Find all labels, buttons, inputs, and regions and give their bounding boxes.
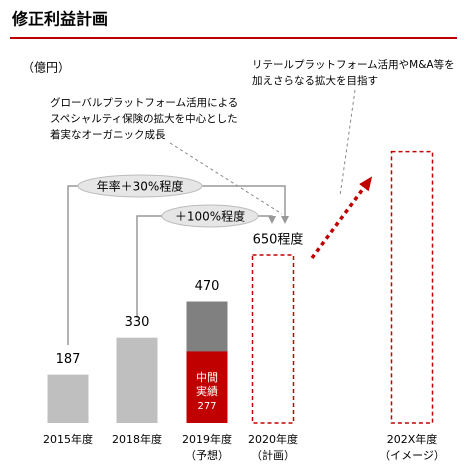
x-tick-label: 2018年度 — [112, 432, 162, 446]
growth-badge — [161, 204, 259, 228]
growth-label: ＋100%程度 — [175, 209, 245, 224]
callout-leader — [169, 142, 283, 215]
value-label: 330 — [125, 315, 150, 330]
x-tick-label: 2020年度 — [248, 432, 298, 446]
chart-title: 修正利益計画 — [11, 10, 108, 29]
interim-label: 実績 — [196, 384, 218, 398]
callout-text: グローバルプラットフォーム活用による — [50, 96, 238, 109]
x-tick-label: 2015年度 — [43, 432, 93, 446]
plan-bar — [251, 254, 295, 424]
actual-bar — [116, 337, 158, 423]
value-label: 470 — [195, 279, 220, 294]
x-tick-label: 2019年度 — [182, 432, 232, 446]
interim-label: 中間 — [196, 371, 218, 384]
unit-label: （億円） — [22, 61, 70, 75]
interim-bar — [186, 351, 228, 423]
plan-bar — [390, 150, 434, 424]
x-tick-label: 202X年度 — [387, 432, 438, 446]
x-tick-note: （イメージ） — [379, 449, 445, 462]
value-label: 187 — [56, 352, 81, 367]
callout-text: 着実なオーガニック成長 — [50, 128, 166, 141]
x-tick-note: （計画） — [251, 448, 295, 462]
growth-label: 年率＋30%程度 — [97, 179, 184, 194]
value-label: 650程度 — [253, 231, 304, 247]
callout-leader — [339, 89, 356, 197]
callout-text: リテールプラットフォーム活用やM&A等を — [252, 58, 455, 71]
growth-badge — [77, 174, 203, 198]
x-tick-note: （予想） — [185, 448, 229, 462]
callout-text: スペシャルティ保険の拡大を中心とした — [50, 112, 238, 125]
actual-bar — [47, 374, 89, 423]
callout-text: 加えさらなる拡大を目指す — [252, 74, 378, 87]
interim-value: 277 — [197, 401, 216, 412]
